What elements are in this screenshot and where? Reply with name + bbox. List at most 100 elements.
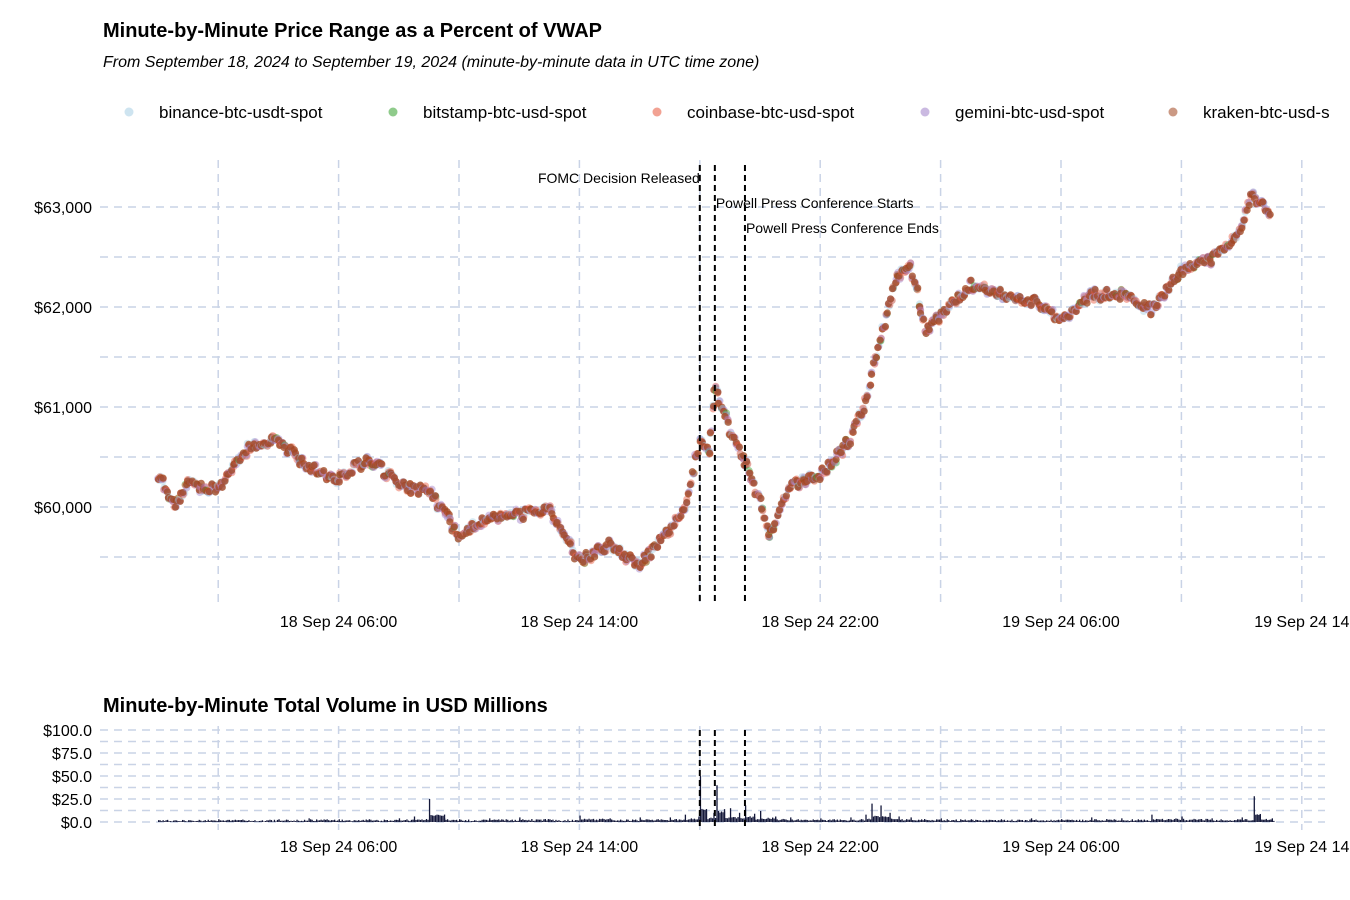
volume-bar: [701, 808, 703, 822]
volume-bar: [310, 819, 312, 822]
volume-bar: [1155, 818, 1158, 822]
volume-bar: [474, 820, 476, 822]
volume-bar: [999, 820, 1001, 822]
volume-bar: [945, 820, 947, 822]
y-tick-label: $75.0: [52, 746, 92, 763]
volume-bar: [1134, 820, 1136, 822]
volume-bar: [648, 819, 650, 822]
volume-bar: [346, 820, 348, 822]
volume-bar: [516, 820, 518, 822]
y-tick-label: $100.0: [43, 723, 92, 740]
volume-bar: [1116, 820, 1118, 822]
volume-bar: [1115, 819, 1117, 822]
price-point-kraken-btc-usd-s: [1127, 291, 1135, 300]
volume-bar: [284, 820, 286, 822]
volume-bar: [731, 817, 733, 822]
price-point-kraken-btc-usd-s: [445, 510, 453, 518]
volume-bar: [952, 819, 954, 822]
volume-bar: [928, 820, 930, 822]
volume-bar: [1119, 820, 1121, 822]
volume-bar: [454, 820, 456, 822]
volume-bar: [796, 819, 798, 822]
volume-bar: [1200, 819, 1203, 822]
volume-bar: [1234, 820, 1236, 822]
volume-bar: [486, 819, 488, 822]
volume-bar: [845, 820, 847, 822]
price-point-kraken-btc-usd-s: [750, 479, 758, 487]
volume-bar: [359, 820, 361, 822]
volume-bar: [1197, 819, 1200, 822]
volume-bar: [416, 819, 419, 822]
volume-plot: $0.0 $25.0 $50.0 $75.0 $100.0 18 Sep 24 06:00…: [43, 723, 1349, 856]
price-point-kraken-btc-usd-s: [1027, 301, 1035, 309]
price-point-kraken-btc-usd-s: [615, 544, 623, 553]
volume-bar: [937, 819, 939, 822]
volume-bar: [800, 819, 802, 822]
volume-bar: [234, 819, 236, 822]
volume-bar: [421, 819, 423, 822]
volume-bar: [525, 819, 527, 822]
volume-bar: [465, 820, 467, 822]
volume-bar: [1151, 814, 1153, 822]
volume-bar: [1000, 819, 1003, 822]
price-point-kraken-btc-usd-s: [914, 284, 922, 292]
price-point-kraken-btc-usd-s: [310, 461, 318, 469]
volume-bar: [632, 819, 634, 822]
price-point-kraken-btc-usd-s: [872, 354, 881, 362]
price-point-kraken-btc-usd-s: [761, 514, 769, 522]
volume-bar: [782, 818, 784, 822]
volume-bar: [871, 803, 873, 822]
volume-bar: [839, 819, 841, 822]
volume-bar: [722, 812, 724, 822]
volume-bar: [784, 819, 786, 822]
volume-bar: [183, 820, 185, 822]
volume-bar: [1193, 818, 1195, 822]
annotation-label: FOMC Decision Released: [538, 170, 700, 186]
price-point-kraken-btc-usd-s: [291, 449, 300, 457]
volume-bar: [760, 810, 762, 822]
volume-bar: [257, 821, 259, 822]
volume-bar: [793, 820, 795, 822]
volume-bar: [198, 819, 200, 822]
volume-bar: [331, 820, 333, 822]
volume-bar: [1235, 820, 1237, 822]
legend-label: gemini-btc-usd-spot: [955, 103, 1105, 122]
volume-bar: [787, 820, 789, 822]
volume-bar: [216, 821, 218, 822]
volume-bar: [561, 821, 563, 822]
volume-bar: [1002, 820, 1004, 822]
volume-bar: [890, 818, 893, 822]
volume-bar: [657, 819, 659, 822]
volume-bar: [1166, 819, 1168, 822]
volume-bar: [692, 819, 694, 822]
volume-bar: [1184, 820, 1186, 822]
volume-bar: [237, 820, 239, 822]
price-point-kraken-btc-usd-s: [688, 468, 696, 476]
volume-bar: [176, 820, 178, 822]
price-point-kraken-btc-usd-s: [1147, 311, 1155, 319]
volume-bar: [543, 819, 545, 822]
volume-bar: [537, 819, 539, 822]
volume-bar: [243, 820, 245, 822]
volume-bar: [1021, 819, 1024, 822]
volume-bar: [374, 820, 376, 822]
volume-bar: [881, 816, 884, 822]
volume-bar: [200, 820, 202, 822]
volume-bar: [246, 820, 248, 822]
volume-bar: [505, 819, 507, 822]
volume-bar: [902, 820, 905, 822]
volume-bar: [531, 819, 533, 822]
volume-bar: [752, 816, 754, 822]
volume-bar: [939, 819, 941, 822]
volume-bar: [1148, 820, 1150, 822]
volume-bar: [347, 820, 349, 822]
volume-bar: [588, 818, 590, 822]
volume-bar: [493, 819, 495, 822]
price-point-kraken-btc-usd-s: [782, 492, 791, 500]
volume-bar: [1259, 814, 1261, 822]
price-point-kraken-btc-usd-s: [1240, 216, 1248, 224]
price-point-kraken-btc-usd-s: [881, 322, 890, 331]
price-point-kraken-btc-usd-s: [221, 477, 229, 485]
volume-bar: [1243, 820, 1245, 822]
volume-bar: [245, 820, 247, 822]
